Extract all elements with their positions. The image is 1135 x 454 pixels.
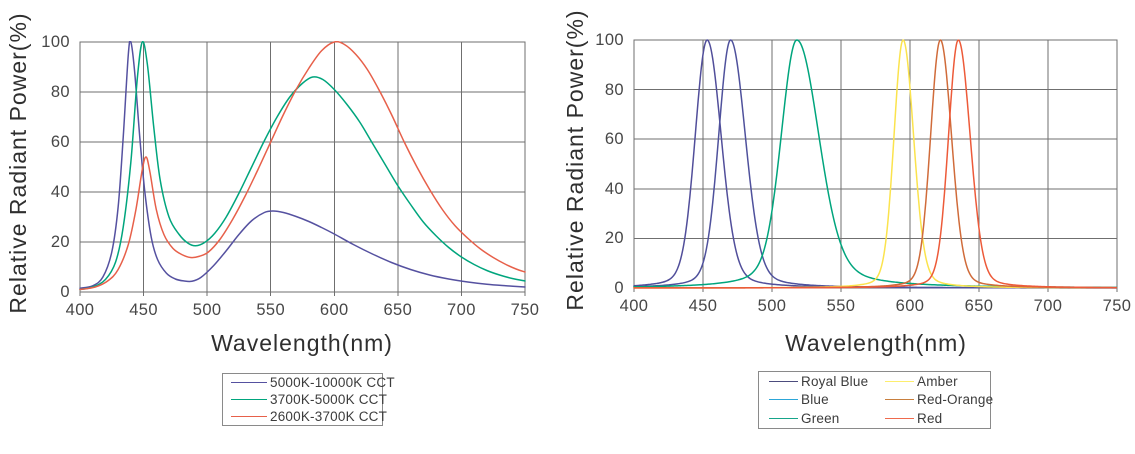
right-legend-item-3: Amber (885, 372, 993, 391)
left-legend-label-2: 2600K-3700K CCT (270, 409, 388, 424)
left-x-tick-7: 750 (510, 301, 540, 319)
right-legend-swatch-0 (769, 380, 798, 382)
right-legend-item-2: Green (769, 409, 885, 428)
right-x-tick-4: 600 (895, 297, 925, 315)
right-legend-label-4: Red-Orange (917, 392, 994, 408)
left-legend-swatch-1 (231, 399, 267, 400)
left-legend-label-0: 5000K-10000K CCT (270, 375, 395, 390)
left-x-tick-3: 550 (256, 301, 286, 319)
left-x-tick-1: 450 (129, 301, 158, 319)
left-x-tick-2: 500 (192, 301, 222, 319)
right-legend-swatch-3 (885, 380, 914, 382)
left-legend-item-1: 3700K-5000K CCT (231, 391, 395, 408)
left-x-tick-0: 400 (65, 301, 95, 319)
right-x-tick-6: 700 (1033, 297, 1063, 315)
left-legend: 5000K-10000K CCT 3700K-5000K CCT 2600K-370… (222, 373, 395, 426)
right-legend-label-5: Red (917, 411, 943, 427)
right-legend-swatch-4 (885, 399, 914, 401)
right-y-tick-4: 80 (604, 80, 624, 99)
left-series-0-line (79, 41, 526, 289)
left-x-axis-title: Wavelength(nm) (211, 330, 393, 356)
left-y-tick-2: 40 (50, 183, 70, 201)
right-x-tick-3: 550 (826, 297, 856, 315)
right-x-tick-2: 500 (757, 297, 787, 315)
right-series-5-line (633, 39, 1118, 289)
right-legend-label-0: Royal Blue (801, 373, 869, 389)
right-legend-item-4: Red-Orange (885, 391, 993, 410)
right-x-tick-1: 450 (688, 297, 718, 315)
right-legend-item-0: Royal Blue (769, 372, 885, 391)
left-legend-item-0: 5000K-10000K CCT (231, 374, 395, 391)
right-legend-swatch-5 (885, 418, 914, 420)
left-x-tick-5: 650 (383, 301, 413, 319)
right-y-tick-5: 100 (595, 31, 624, 49)
left-x-tick-4: 600 (319, 301, 349, 319)
right-x-tick-0: 400 (619, 297, 649, 315)
right-x-tick-5: 650 (964, 297, 994, 315)
left-legend-swatch-0 (231, 382, 267, 383)
right-legend-label-2: Green (801, 411, 840, 427)
right-y-tick-0: 0 (614, 279, 624, 297)
right-x-tick-7: 750 (1102, 297, 1132, 315)
right-x-axis-title: Wavelength(nm) (785, 330, 967, 356)
right-legend: Royal Blue Blue Green Amber Red-Orange Red (758, 371, 993, 429)
left-y-tick-0: 0 (60, 283, 70, 301)
left-series-2-line (79, 41, 526, 291)
left-y-tick-5: 100 (41, 33, 70, 51)
left-series-1-line (79, 41, 526, 291)
right-y-tick-3: 60 (604, 130, 624, 149)
left-y-tick-4: 80 (50, 83, 70, 101)
right-series-1-line (633, 39, 1118, 289)
right-legend-label-3: Amber (917, 373, 958, 389)
right-y-tick-2: 40 (604, 179, 624, 198)
right-legend-swatch-1 (769, 399, 798, 401)
left-y-tick-3: 60 (50, 133, 70, 151)
left-legend-swatch-2 (231, 416, 267, 417)
right-y-tick-1: 20 (604, 229, 624, 248)
right-legend-swatch-2 (769, 418, 798, 420)
left-legend-label-1: 3700K-5000K CCT (270, 392, 388, 407)
left-x-tick-6: 700 (447, 301, 476, 319)
right-legend-label-1: Blue (801, 392, 829, 408)
right-legend-item-5: Red (885, 409, 993, 428)
right-chart-canvas (633, 39, 1118, 292)
left-y-tick-1: 20 (50, 233, 70, 251)
left-legend-item-2: 2600K-3700K CCT (231, 408, 395, 425)
left-chart-canvas (79, 41, 526, 296)
right-legend-item-1: Blue (769, 391, 885, 410)
